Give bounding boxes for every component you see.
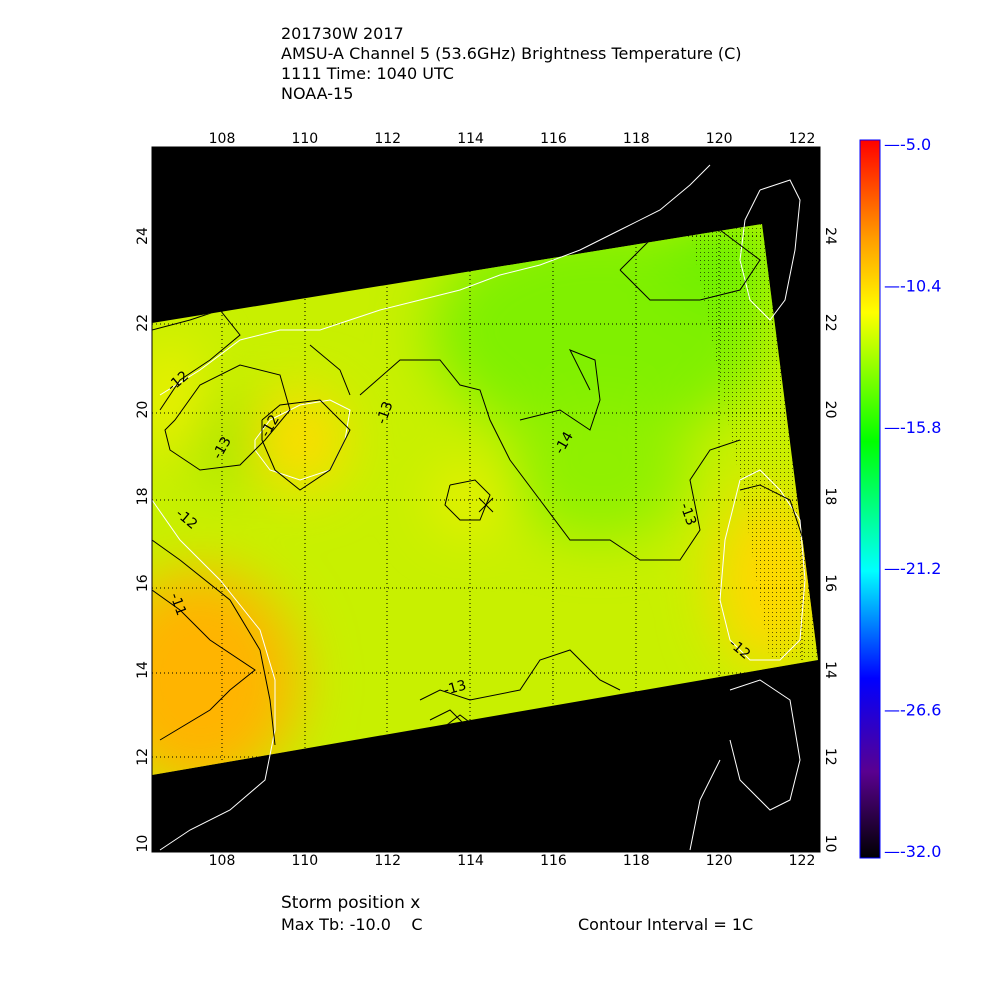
y-tick-label: 12 (135, 748, 151, 766)
y-tick-label: 10 (135, 835, 151, 853)
y-tick-labels-right: 10 12 14 16 18 20 22 24 (822, 227, 838, 852)
x-tick-label: 116 (540, 131, 567, 147)
colorbar-tick-label: —-15.8 (884, 418, 941, 437)
x-tick-label: 118 (623, 853, 650, 869)
storm-position-label: Storm position x (281, 893, 421, 913)
x-tick-label: 110 (291, 131, 318, 147)
graticule (152, 147, 820, 852)
y-tick-label: 24 (135, 227, 151, 245)
contour-label: -13 (676, 501, 699, 528)
y-tick-label: 12 (822, 748, 838, 766)
y-tick-label: 18 (822, 487, 838, 505)
colorbar-tick-labels: —-5.0 —-10.4 —-15.8 —-21.2 —-26.6 —-32.0 (884, 135, 941, 861)
x-tick-label: 112 (374, 131, 401, 147)
contour-label: -13 (442, 677, 468, 698)
colorbar-tick-label: —-21.2 (884, 559, 941, 578)
x-tick-labels-top: 108 110 112 114 116 118 120 122 (209, 131, 816, 147)
y-tick-label: 20 (822, 401, 838, 419)
map-frame (151, 146, 821, 853)
x-tick-label: 120 (706, 853, 733, 869)
y-tick-label: 10 (822, 835, 838, 853)
x-tick-label: 112 (374, 853, 401, 869)
x-tick-label: 120 (706, 131, 733, 147)
colorbar-tick-label: —-10.4 (884, 276, 941, 295)
y-tick-label: 14 (135, 661, 151, 679)
x-tick-label: 122 (789, 853, 816, 869)
y-tick-label: 16 (135, 574, 151, 592)
title-storm-id: 201730W 2017 (281, 24, 404, 43)
y-tick-label: 24 (822, 227, 838, 245)
y-tick-label: 22 (822, 314, 838, 332)
colorbar-tick-label: —-32.0 (884, 842, 941, 861)
colorbar (859, 139, 881, 859)
x-tick-label: 122 (789, 131, 816, 147)
y-tick-label: 16 (822, 574, 838, 592)
y-tick-label: 20 (135, 401, 151, 419)
x-tick-label: 114 (457, 853, 484, 869)
y-tick-labels-left: 10 12 14 16 18 20 22 24 (135, 227, 151, 853)
storm-position-marker (478, 497, 494, 513)
x-tick-label: 116 (540, 853, 567, 869)
x-tick-label: 110 (291, 853, 318, 869)
x-tick-label: 118 (623, 131, 650, 147)
contour-interval-label: Contour Interval = 1C (578, 915, 754, 934)
title-product: AMSU-A Channel 5 (53.6GHz) Brightness Te… (281, 44, 742, 63)
title-satellite: NOAA-15 (281, 84, 354, 103)
x-tick-label: 108 (209, 853, 236, 869)
y-tick-label: 14 (822, 661, 838, 679)
contours (152, 229, 811, 746)
y-tick-label: 18 (135, 487, 151, 505)
max-tb-label: Max Tb: -10.0 C (281, 915, 423, 934)
title-time: 1111 Time: 1040 UTC (281, 64, 454, 83)
x-tick-labels-bottom: 108 110 112 114 116 118 120 122 (209, 853, 816, 869)
contour-label: -13 (374, 399, 397, 426)
colorbar-tick-label: —-5.0 (884, 135, 931, 154)
contour-label: -11 (166, 591, 189, 618)
coastlines (151, 164, 806, 851)
y-tick-label: 22 (135, 314, 151, 332)
colorbar-tick-label: —-26.6 (884, 701, 941, 720)
x-tick-label: 108 (209, 131, 236, 147)
x-tick-label: 114 (457, 131, 484, 147)
